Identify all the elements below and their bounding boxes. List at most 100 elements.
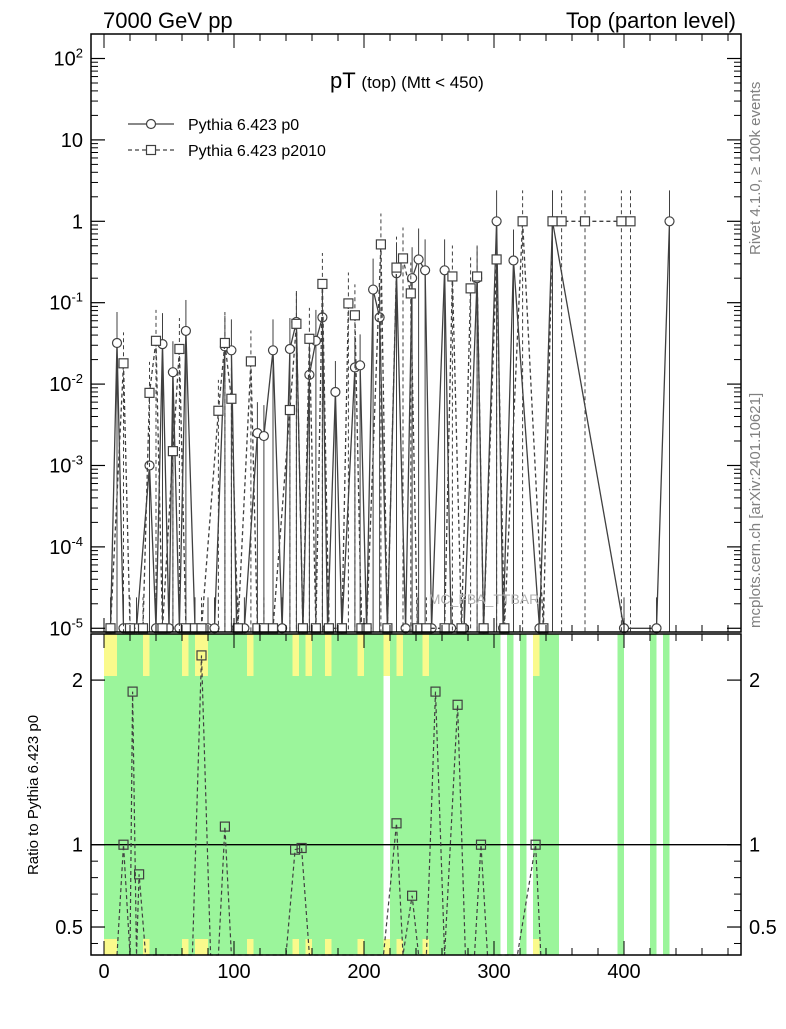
ratio-point-31 [475, 839, 487, 850]
series-1-point-20 [284, 404, 295, 416]
band-yellow-bottom-0 [104, 939, 111, 955]
main-y-tick-label-5: 10-3 [49, 452, 83, 477]
band-yellow-bottom-5 [201, 939, 208, 955]
band-green-40 [364, 634, 371, 955]
ratio-y-tick-label-0: 0.5 [55, 917, 83, 939]
band-green-11 [175, 634, 182, 955]
series-0-point-10 [180, 325, 191, 337]
series-0-point-20 [267, 345, 279, 356]
series-0-point-55 [664, 216, 675, 227]
series-1-point-31 [361, 623, 372, 634]
series-1-point-40 [447, 271, 458, 282]
series-1-point-6 [157, 623, 168, 634]
ratio-point-16 [296, 842, 307, 854]
legend-label-p2010: Pythia 6.423 p2010 [188, 143, 326, 160]
legend-marker-p2010 [145, 144, 157, 156]
band-yellow-top-11 [383, 634, 390, 676]
band-green-62 [533, 634, 540, 955]
series-0-point-34 [368, 284, 379, 295]
band-green-57 [481, 634, 488, 955]
series-1-point-19 [267, 623, 279, 634]
band-green-30 [299, 634, 306, 955]
band-green-44 [396, 634, 403, 955]
band-green-67 [650, 634, 657, 955]
band-green-20 [234, 634, 241, 955]
ratio-point-34 [530, 839, 541, 850]
band-green-46 [409, 634, 416, 955]
ratio-point-15 [290, 844, 301, 855]
band-green-33 [318, 634, 325, 955]
band-yellow-bottom-2 [143, 939, 150, 955]
band-green-35 [331, 634, 338, 955]
band-green-55 [468, 634, 475, 955]
series-1-point-48 [538, 623, 549, 634]
band-yellow-bottom-9 [325, 939, 332, 955]
series-0-point-54 [651, 623, 662, 634]
band-green-51 [442, 634, 449, 955]
series-1-point-12 [213, 405, 224, 416]
series-1-point-16 [245, 356, 256, 367]
series-1-point-41 [456, 623, 467, 634]
main-y-tick-label-0: 102 [54, 46, 83, 71]
series-0-point-48 [491, 216, 502, 227]
band-green-24 [260, 634, 267, 955]
band-yellow-bottom-4 [195, 939, 202, 955]
legend-label-p0: Pythia 6.423 p0 [188, 117, 299, 134]
band-yellow-bottom-7 [292, 939, 299, 955]
series-1-point-34 [391, 262, 402, 273]
band-yellow-bottom-3 [182, 939, 189, 955]
series-1-point-47 [517, 216, 528, 227]
band-green-29 [292, 634, 299, 955]
series-1-point-7 [167, 446, 178, 457]
series-1-point-35 [397, 253, 409, 264]
band-green-48 [422, 634, 429, 955]
x-tick-label-2: 200 [347, 961, 380, 983]
band-green-5 [136, 634, 143, 955]
band-yellow-top-7 [292, 634, 299, 676]
ratio-y-axis-label: Ratio to Pythia 6.423 p0 [25, 715, 42, 875]
series-1-point-44 [478, 623, 489, 634]
band-yellow-top-3 [182, 634, 189, 676]
series-0-point-50 [508, 255, 519, 266]
band-green-47 [416, 634, 423, 955]
band-green-61 [520, 634, 527, 955]
ratio-point-12 [219, 821, 230, 832]
series-1-point-50 [556, 216, 567, 227]
series-1-point-36 [405, 288, 416, 299]
series-1-point-23 [304, 333, 315, 344]
series-line-1 [109, 220, 631, 629]
main-y-tick-label-2: 1 [72, 211, 83, 233]
band-green-34 [325, 634, 332, 955]
x-tick-label-1: 100 [217, 961, 250, 983]
ratio-point-26 [430, 686, 441, 697]
band-green-17 [214, 634, 221, 955]
band-green-0 [104, 634, 111, 955]
main-y-tick-label-7: 10-5 [49, 615, 83, 640]
band-green-9 [162, 634, 169, 955]
ratio-y-tick-label-right-2: 2 [749, 670, 760, 692]
series-0-point-19 [258, 430, 269, 442]
plot-title: pT (top) (Mtt < 450) [330, 68, 484, 93]
band-green-43 [390, 634, 397, 955]
band-green-42 [377, 634, 384, 955]
series-1-point-14 [226, 393, 237, 404]
series-1-point-28 [343, 298, 354, 309]
band-yellow-top-5 [201, 634, 208, 676]
ratio-point-23 [407, 890, 418, 901]
band-green-49 [429, 634, 436, 955]
x-tick-label-3: 300 [477, 961, 510, 983]
x-tick-label-0: 0 [98, 961, 109, 983]
band-green-58 [487, 634, 494, 955]
ratio-y-tick-label-right-0: 0.5 [749, 917, 777, 939]
band-yellow-bottom-12 [396, 939, 403, 955]
band-green-1 [110, 634, 117, 955]
band-green-4 [130, 634, 137, 955]
series-1-point-15 [232, 623, 243, 634]
legend-marker-p0 [145, 118, 157, 130]
band-green-23 [253, 634, 260, 955]
series-1-point-43 [472, 271, 483, 282]
series-1-point-5 [150, 335, 162, 346]
band-green-6 [143, 634, 150, 955]
